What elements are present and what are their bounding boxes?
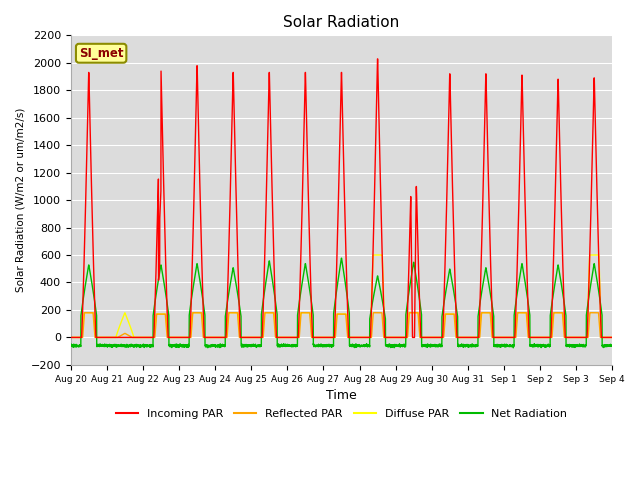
- Y-axis label: Solar Radiation (W/m2 or um/m2/s): Solar Radiation (W/m2 or um/m2/s): [15, 108, 25, 292]
- X-axis label: Time: Time: [326, 389, 357, 402]
- Title: Solar Radiation: Solar Radiation: [284, 15, 399, 30]
- Legend: Incoming PAR, Reflected PAR, Diffuse PAR, Net Radiation: Incoming PAR, Reflected PAR, Diffuse PAR…: [111, 405, 572, 423]
- Text: SI_met: SI_met: [79, 47, 124, 60]
